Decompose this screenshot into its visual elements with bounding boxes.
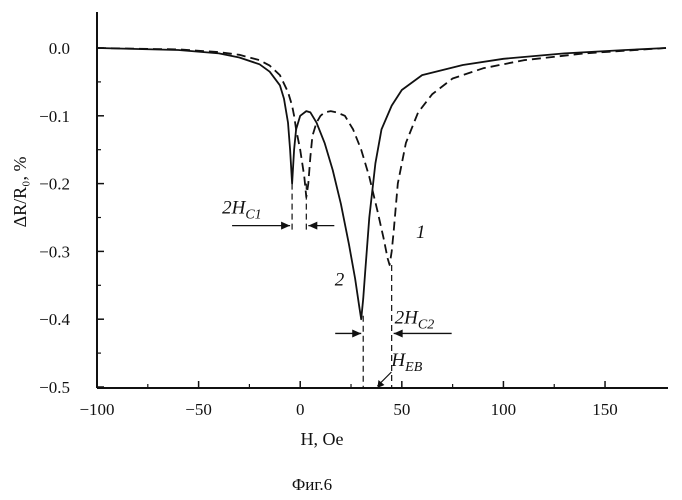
x-tick-label: −50 [185,400,212,419]
x-tick-label: 50 [393,400,410,419]
y-tick-label: −0.5 [39,378,70,397]
y-tick-label: 0.0 [49,39,70,58]
hc1-arrowhead-left [281,222,290,230]
heb-arrowhead [377,380,384,388]
x-tick-label: 150 [592,400,618,419]
y-axis-title: ΔR/R₀, % [10,157,30,228]
annotations: 1 2 2HC1 2HC2 HEB [222,184,452,388]
curve-2-label: 2 [335,269,345,290]
axes: −100 −50 0 50 100 150 0.0 −0.1 −0.2 −0.3 −0.4 −0.5 [39,12,668,419]
series-line-1 [97,48,666,319]
hc1-arrowhead-right [308,222,317,230]
chart-figure: −100−500501001500.0−0.1−0.2−0.3−0.4−0.5 … [0,0,682,500]
y-tick-label: −0.2 [39,175,70,194]
x-tick-label: 100 [491,400,517,419]
series-line-2 [97,48,666,265]
hc1-label: 2HC1 [222,198,262,223]
x-tick-label: 0 [296,400,305,419]
x-axis-title: H, Oe [301,429,344,449]
y-tick-label: −0.1 [39,107,70,126]
hc2-arrowhead-right [394,329,403,337]
y-tick-label: −0.4 [39,310,70,329]
hc2-label: 2HC2 [395,307,435,332]
y-tick-label: −0.3 [39,242,70,261]
curve-1-label: 1 [416,222,426,243]
series-lines [97,48,666,319]
figure-caption: Фиг.6 [292,475,332,494]
heb-label: HEB [390,350,422,375]
hc2-arrowhead-left [352,329,361,337]
x-tick-label: −100 [79,400,114,419]
